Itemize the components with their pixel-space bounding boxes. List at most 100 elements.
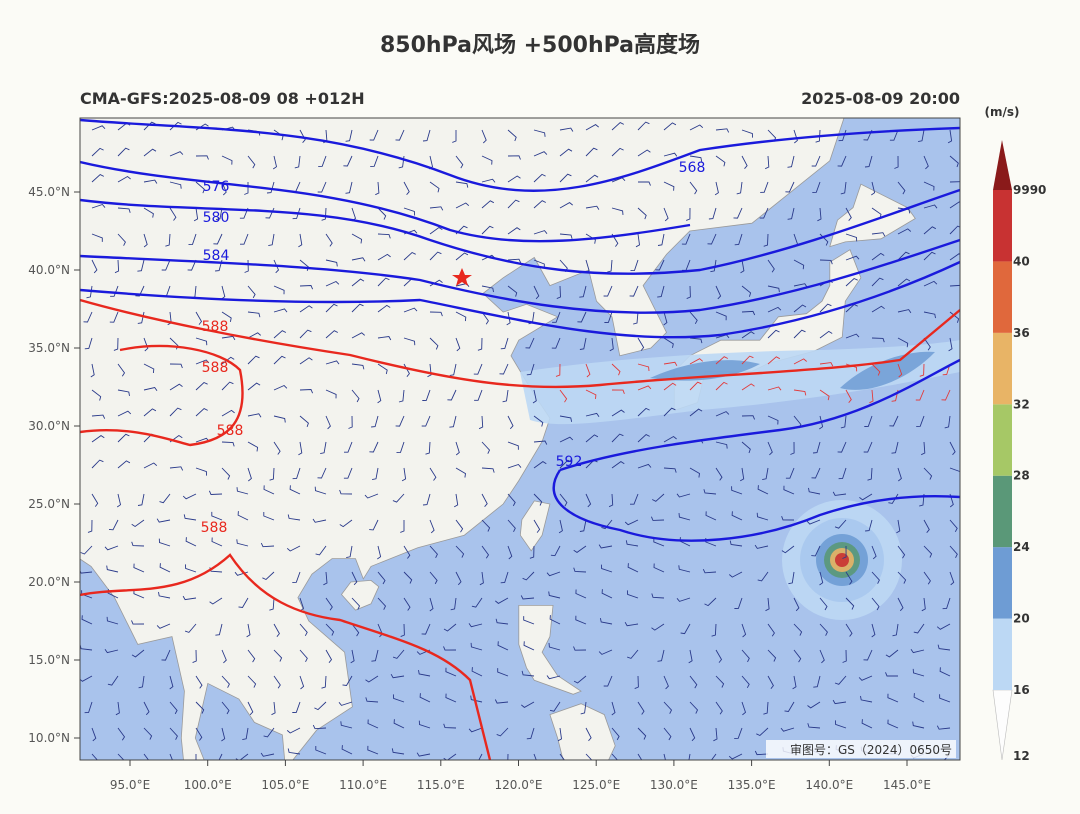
lon-label: 95.0°E (110, 778, 150, 792)
typhoon-shading (835, 553, 849, 567)
wind-barb (398, 389, 405, 403)
wind-barb (655, 259, 665, 271)
wind-barb (624, 519, 639, 526)
wind-barb (767, 415, 779, 425)
colorbar-label: 20 (1013, 612, 1030, 626)
wind-barb (117, 753, 125, 760)
wind-barb (221, 649, 227, 664)
wind-barb (837, 441, 847, 453)
wind-barb (377, 233, 391, 239)
wind-barb (637, 181, 651, 186)
wind-barb (90, 363, 95, 378)
wind-barb (455, 202, 470, 209)
wind-barb (521, 670, 535, 677)
wind-barb (689, 381, 702, 391)
wind-barb (86, 285, 93, 299)
wind-barb (292, 571, 301, 583)
wind-barb (689, 155, 703, 162)
wind-barb (159, 563, 171, 573)
wind-barb (676, 493, 691, 498)
height-contour (80, 553, 492, 760)
wind-barb (87, 519, 93, 533)
wind-barb (299, 285, 314, 290)
wind-barb (811, 545, 821, 557)
wind-barb (533, 151, 548, 157)
wind-barb (819, 330, 833, 339)
wind-barb (837, 155, 847, 167)
wind-barb (184, 623, 197, 633)
wind-barb (715, 285, 722, 300)
wind-barb (741, 155, 748, 169)
wind-barb (478, 753, 483, 760)
wind-barb (609, 337, 614, 352)
wind-barb (403, 181, 410, 195)
wind-barb (421, 623, 431, 635)
wind-barb (637, 407, 650, 417)
wind-barb (759, 207, 769, 219)
land-mainland (80, 118, 845, 760)
wind-barb (237, 511, 249, 521)
wind-barb (526, 727, 535, 740)
wind-barb (688, 753, 691, 760)
wind-barb (507, 258, 522, 263)
wind-barb (819, 597, 828, 611)
wind-barb (350, 649, 355, 664)
wind-barb (192, 649, 197, 664)
wind-barb (916, 415, 925, 427)
wind-barb (455, 252, 469, 261)
wind-barb (195, 408, 208, 417)
wind-barb (321, 675, 327, 689)
wind-barb (156, 623, 171, 629)
wind-barb (912, 668, 925, 677)
wind-barb (481, 311, 489, 325)
colorbar-label: 24 (1013, 540, 1030, 554)
wind-barb (351, 257, 366, 262)
wind-barb (507, 285, 518, 297)
wind-barb (371, 415, 379, 428)
wind-barb (481, 545, 490, 559)
wind-barb (246, 623, 251, 638)
wind-barb (455, 571, 462, 586)
wind-barb (767, 329, 780, 339)
wind-barb (686, 207, 691, 221)
wind-barb (364, 493, 379, 499)
wind-barb (143, 701, 150, 716)
wind-barb (455, 337, 461, 352)
wind-barb (273, 355, 286, 365)
wind-barb (715, 649, 723, 663)
wind-barb (247, 413, 262, 418)
colorbar-segment (993, 261, 1012, 333)
wind-barb (611, 122, 625, 131)
wind-barb (663, 361, 678, 367)
wind-barb (585, 753, 593, 760)
wind-barb (117, 147, 130, 157)
wind-barb (608, 493, 614, 508)
colorbar-label: 16 (1013, 683, 1030, 697)
colorbar-label: 36 (1013, 326, 1030, 340)
contour-label: 576 (203, 179, 230, 195)
wind-barb (339, 489, 353, 495)
wind-barb (573, 545, 587, 553)
wind-barb (871, 232, 886, 237)
wind-barb (715, 128, 730, 133)
wind-barb (897, 597, 904, 612)
wind-barb (91, 493, 99, 507)
wind-barb (221, 727, 226, 742)
wind-barb (422, 389, 431, 401)
wind-barb (455, 155, 464, 169)
wind-barb (689, 124, 704, 131)
wind-barb (312, 518, 327, 523)
wind-barb (552, 311, 561, 323)
wind-barb (390, 673, 405, 679)
wind-barb (169, 701, 178, 715)
wind-barb (195, 155, 209, 160)
wind-barb (741, 331, 755, 339)
wind-barb (455, 519, 464, 533)
map-frame (79, 117, 961, 761)
wind-barb (273, 285, 285, 295)
wind-barb (221, 467, 231, 480)
wind-barb (861, 719, 873, 729)
wind-barb (429, 545, 438, 559)
wind-barb (470, 695, 483, 703)
wind-barb (266, 181, 275, 194)
